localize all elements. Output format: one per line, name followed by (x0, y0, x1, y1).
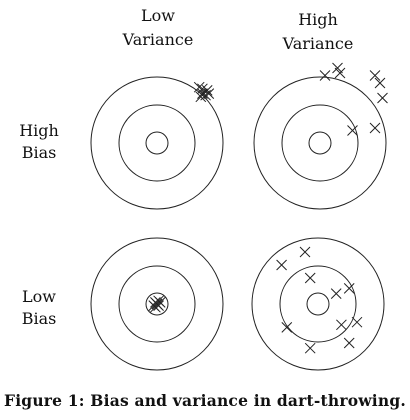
target-outer-ring (253, 76, 387, 210)
dart-mark (334, 67, 346, 79)
row-label-line1: Low (22, 287, 56, 306)
column-label-line1: Low (141, 6, 175, 25)
dart-mark (150, 301, 161, 313)
dart-mark (336, 319, 347, 331)
target-low-variance-high-bias (90, 76, 224, 210)
dart-mark (304, 342, 316, 354)
row-label-high-bias: High Bias (9, 120, 69, 164)
column-label-line2: Variance (282, 34, 354, 53)
dart-mark (281, 322, 293, 333)
dart-mark (377, 92, 388, 104)
dart-cluster (319, 62, 388, 136)
target-high-variance-high-bias (253, 62, 388, 210)
target-low-variance-low-bias (90, 237, 224, 371)
target-middle-ring (281, 104, 359, 182)
dart-mark (374, 77, 386, 89)
target-middle-ring (118, 104, 196, 182)
target-bullseye (145, 131, 169, 155)
dart-mark (351, 316, 363, 328)
dart-cluster (148, 295, 166, 313)
dart-mark (332, 62, 343, 74)
dart-mark (203, 88, 215, 99)
dart-mark (330, 288, 342, 299)
dart-mark (319, 70, 331, 81)
target-bullseye (145, 292, 169, 316)
row-label-line1: High (19, 121, 59, 140)
dart-mark (369, 122, 381, 134)
target-outer-ring (90, 76, 224, 210)
dart-mark (347, 125, 358, 136)
dart-mark (195, 91, 207, 103)
dart-mark (151, 298, 163, 310)
target-middle-ring (118, 265, 196, 343)
dartboard-diagram (90, 62, 388, 371)
column-label-low-variance: Low Variance (103, 4, 213, 52)
dart-cluster (276, 246, 363, 354)
target-middle-ring (279, 265, 357, 343)
row-label-line2: Bias (21, 309, 57, 328)
column-label-line2: Variance (122, 30, 194, 49)
column-label-high-variance: High Variance (263, 8, 373, 56)
dart-mark (193, 81, 205, 93)
row-label-low-bias: Low Bias (9, 286, 69, 330)
dart-mark (304, 272, 316, 284)
dart-cluster (193, 81, 215, 103)
target-bullseye (306, 292, 330, 316)
dart-mark (343, 283, 355, 294)
target-outer-ring (251, 237, 385, 371)
target-high-variance-low-bias (251, 237, 385, 371)
target-bullseye (308, 131, 332, 155)
column-label-line1: High (298, 10, 338, 29)
dart-mark (369, 70, 381, 81)
dart-mark (276, 259, 287, 271)
row-label-line2: Bias (21, 143, 57, 162)
figure-caption: Figure 1: Bias and variance in dart-thro… (3, 391, 406, 410)
dart-mark (299, 246, 311, 258)
dart-mark (343, 337, 355, 349)
dart-mark (153, 295, 164, 307)
target-outer-ring (90, 237, 224, 371)
